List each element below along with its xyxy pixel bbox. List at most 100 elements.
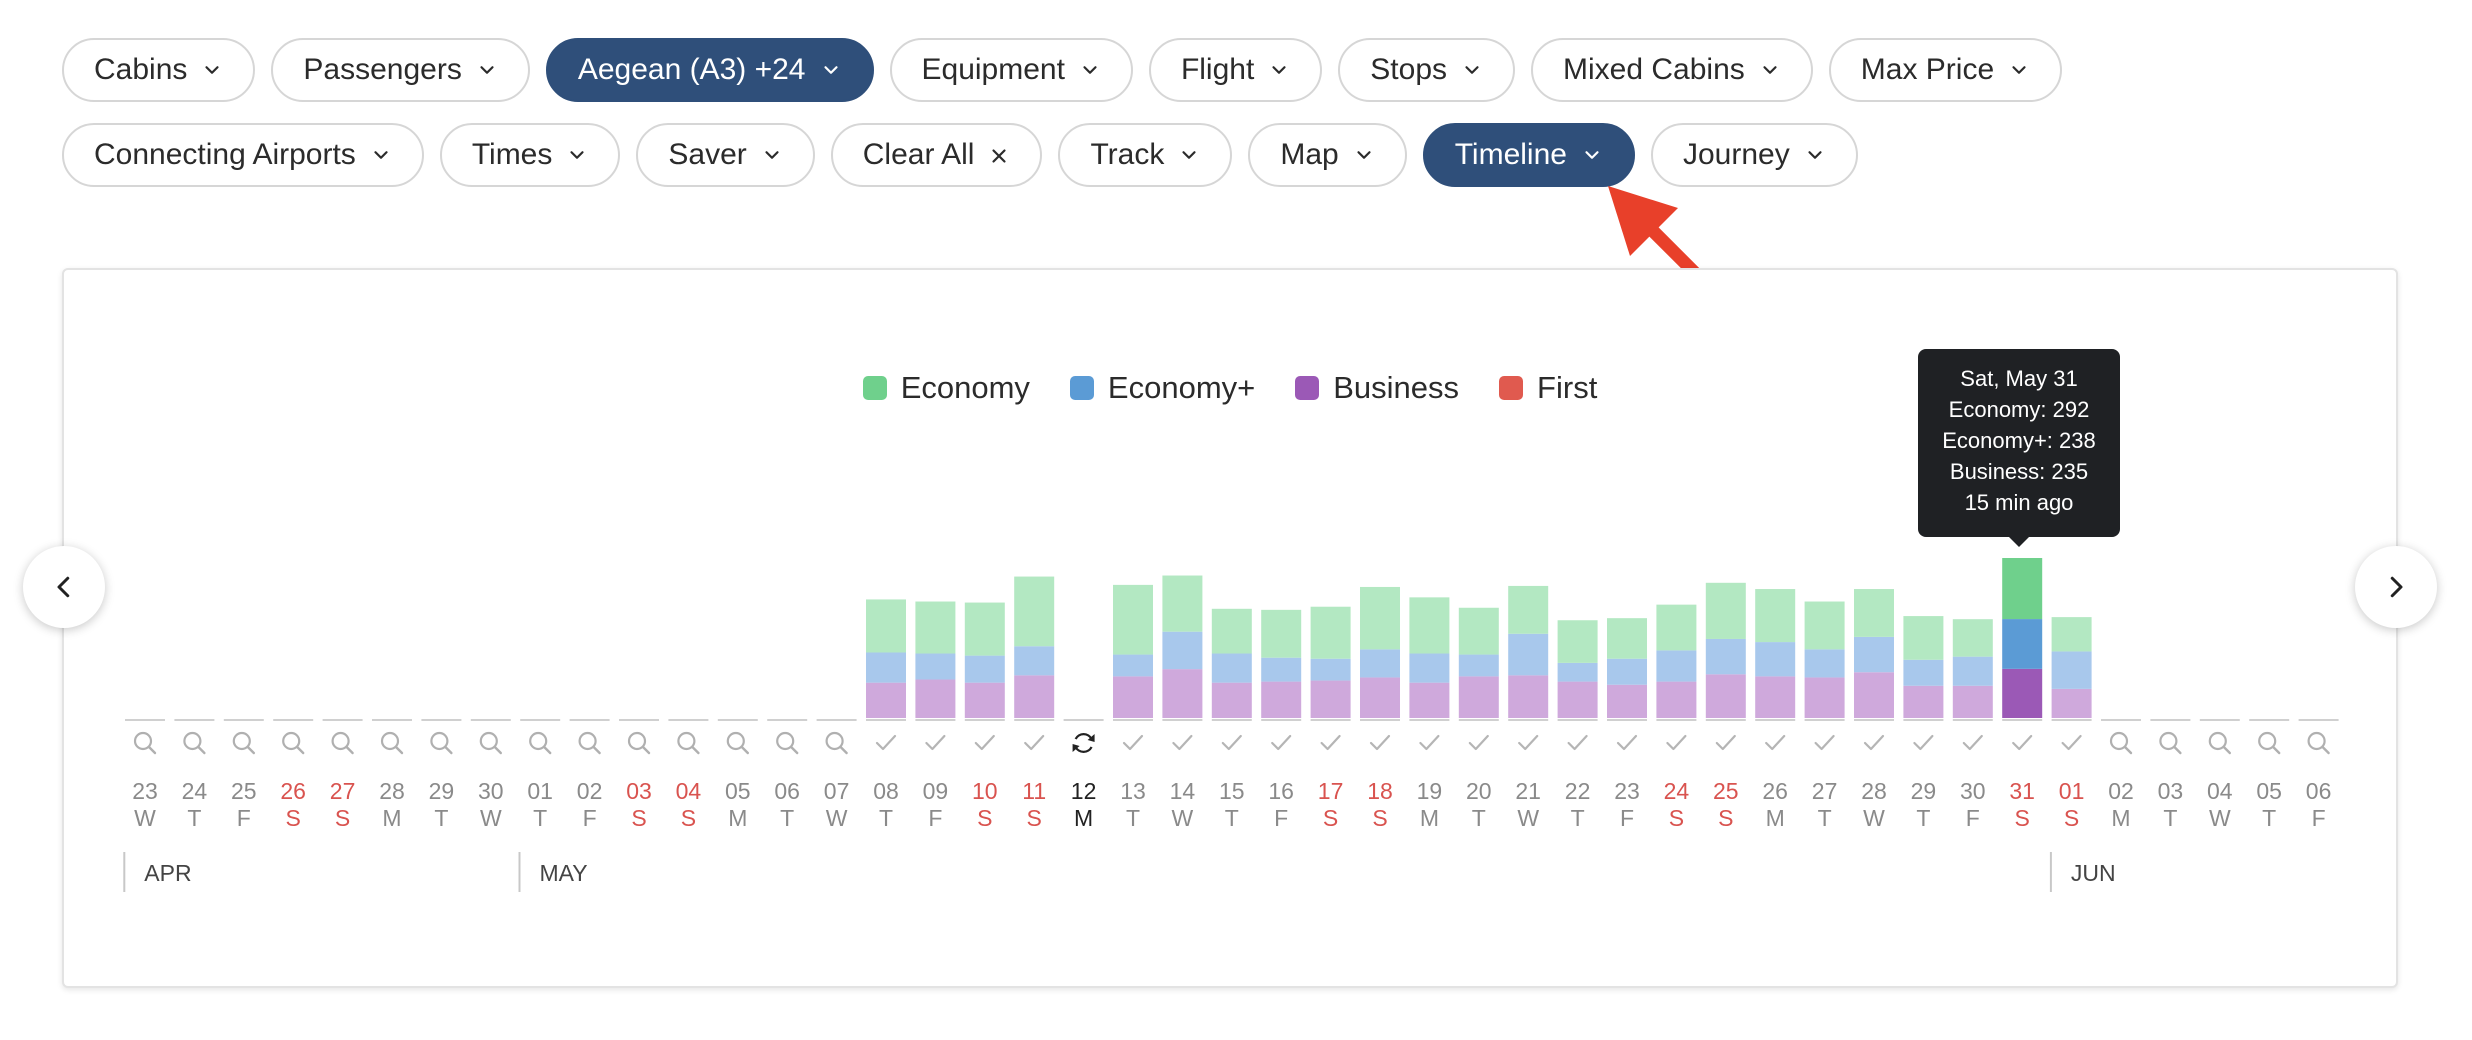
chevron-down-icon xyxy=(1759,59,1781,81)
search-icon[interactable] xyxy=(2258,731,2281,755)
filter-map-button[interactable]: Map xyxy=(1248,123,1407,187)
prev-button[interactable] xyxy=(23,546,105,628)
filter-label: Map xyxy=(1280,138,1339,171)
chevron-down-icon xyxy=(566,144,588,166)
chevron-down-icon xyxy=(1804,144,1826,166)
chevron-down-icon xyxy=(2008,59,2030,81)
filter-saver-button[interactable]: Saver xyxy=(636,123,815,187)
bar-29[interactable] xyxy=(1558,620,1598,718)
search-icon[interactable] xyxy=(677,731,700,755)
search-icon[interactable] xyxy=(726,731,749,755)
filter-label: Aegean (A3) +24 xyxy=(577,53,806,86)
search-icon[interactable] xyxy=(331,731,354,755)
bar-28[interactable] xyxy=(1508,586,1548,718)
search-icon[interactable] xyxy=(479,731,502,755)
filter-passengers-button[interactable]: Passengers xyxy=(271,38,530,102)
legend-swatch xyxy=(1499,376,1524,400)
bar-23[interactable] xyxy=(1261,610,1301,718)
search-icon[interactable] xyxy=(2159,731,2182,755)
filter-label: Cabins xyxy=(94,53,188,86)
search-icon[interactable] xyxy=(2109,731,2133,755)
filter-track-button[interactable]: Track xyxy=(1058,123,1233,187)
tooltip-updated: 15 min ago xyxy=(1964,490,2074,515)
tooltip-economy-plus: Economy+: 238 xyxy=(1942,428,2096,453)
filter-label: Journey xyxy=(1682,138,1790,171)
filter-equipment-button[interactable]: Equipment xyxy=(889,38,1133,102)
legend-label: Economy+ xyxy=(1107,370,1256,405)
filter-mixed-cabins-button[interactable]: Mixed Cabins xyxy=(1531,38,1813,102)
filter-flight-button[interactable]: Flight xyxy=(1148,38,1323,102)
filter-row-2: Connecting Airports Times Saver Clear All Tr… xyxy=(62,123,1858,187)
bar-36[interactable] xyxy=(1903,616,1943,718)
filter-label: Connecting Airports xyxy=(94,138,356,171)
legend-item-first[interactable]: First xyxy=(1499,370,1597,406)
bar-34[interactable] xyxy=(1805,602,1845,718)
bar-16[interactable] xyxy=(915,602,955,718)
next-button[interactable] xyxy=(2355,546,2437,628)
search-icon[interactable] xyxy=(430,731,453,755)
legend-swatch xyxy=(1069,376,1094,400)
bar-38[interactable] xyxy=(2002,558,2042,718)
bar-25[interactable] xyxy=(1360,587,1400,718)
bar-17[interactable] xyxy=(965,603,1005,718)
search-icon[interactable] xyxy=(578,731,601,755)
bar-26[interactable] xyxy=(1409,597,1449,718)
search-icon[interactable] xyxy=(133,731,157,755)
bar-35[interactable] xyxy=(1854,589,1894,718)
close-icon xyxy=(988,144,1010,166)
search-icon[interactable] xyxy=(380,731,404,755)
filter-aegean-a3-24-button[interactable]: Aegean (A3) +24 xyxy=(545,38,874,102)
filter-clear-all-button[interactable]: Clear All xyxy=(830,123,1043,187)
search-icon[interactable] xyxy=(232,731,256,755)
search-icon[interactable] xyxy=(2307,731,2330,755)
search-icon[interactable] xyxy=(183,731,206,755)
bar-31[interactable] xyxy=(1656,605,1696,718)
chevron-down-icon xyxy=(820,59,842,81)
chevron-down-icon xyxy=(1268,59,1290,81)
bar-18[interactable] xyxy=(1014,577,1054,718)
filter-label: Times xyxy=(471,138,553,171)
bar-33[interactable] xyxy=(1755,589,1795,718)
refresh-icon[interactable] xyxy=(1072,733,1095,753)
bar-37[interactable] xyxy=(1953,619,1993,718)
legend-swatch xyxy=(862,376,887,400)
bar-27[interactable] xyxy=(1459,608,1499,718)
filter-label: Timeline xyxy=(1454,138,1567,171)
legend-swatch xyxy=(1295,376,1320,400)
bar-24[interactable] xyxy=(1311,607,1351,718)
chevron-down-icon xyxy=(1079,59,1101,81)
search-icon[interactable] xyxy=(2208,731,2232,755)
filter-label: Stops xyxy=(1370,53,1448,86)
legend-item-business[interactable]: Business xyxy=(1295,370,1459,406)
filter-journey-button[interactable]: Journey xyxy=(1650,123,1858,187)
bar-20[interactable] xyxy=(1113,585,1153,718)
legend-item-economy[interactable]: Economy xyxy=(862,370,1030,406)
filter-max-price-button[interactable]: Max Price xyxy=(1828,38,2063,102)
chevron-left-icon xyxy=(57,576,70,598)
bar-22[interactable] xyxy=(1212,609,1252,718)
chevron-down-icon xyxy=(476,59,498,81)
bar-39[interactable] xyxy=(2052,617,2092,718)
filter-timeline-button[interactable]: Timeline xyxy=(1422,123,1635,187)
filter-label: Max Price xyxy=(1860,53,1995,86)
tooltip-economy: Economy: 292 xyxy=(1948,397,2090,422)
bar-30[interactable] xyxy=(1607,618,1647,718)
filter-cabins-button[interactable]: Cabins xyxy=(62,38,256,102)
filter-label: Mixed Cabins xyxy=(1563,53,1745,86)
filter-times-button[interactable]: Times xyxy=(439,123,621,187)
tooltip-business: Business: 235 xyxy=(1949,459,2089,484)
filter-label: Clear All xyxy=(862,138,975,171)
filter-stops-button[interactable]: Stops xyxy=(1338,38,1516,102)
search-icon[interactable] xyxy=(529,731,552,755)
bar-15[interactable] xyxy=(866,599,906,718)
search-icon[interactable] xyxy=(825,731,848,755)
chevron-down-icon xyxy=(370,144,392,166)
bar-21[interactable] xyxy=(1162,576,1202,718)
bar-32[interactable] xyxy=(1706,583,1746,718)
legend-item-economy[interactable]: Economy+ xyxy=(1069,370,1256,406)
legend-label: Business xyxy=(1333,370,1460,405)
filter-connecting-airports-button[interactable]: Connecting Airports xyxy=(62,123,424,187)
search-icon[interactable] xyxy=(776,731,799,755)
search-icon[interactable] xyxy=(282,731,305,755)
search-icon[interactable] xyxy=(627,731,651,755)
